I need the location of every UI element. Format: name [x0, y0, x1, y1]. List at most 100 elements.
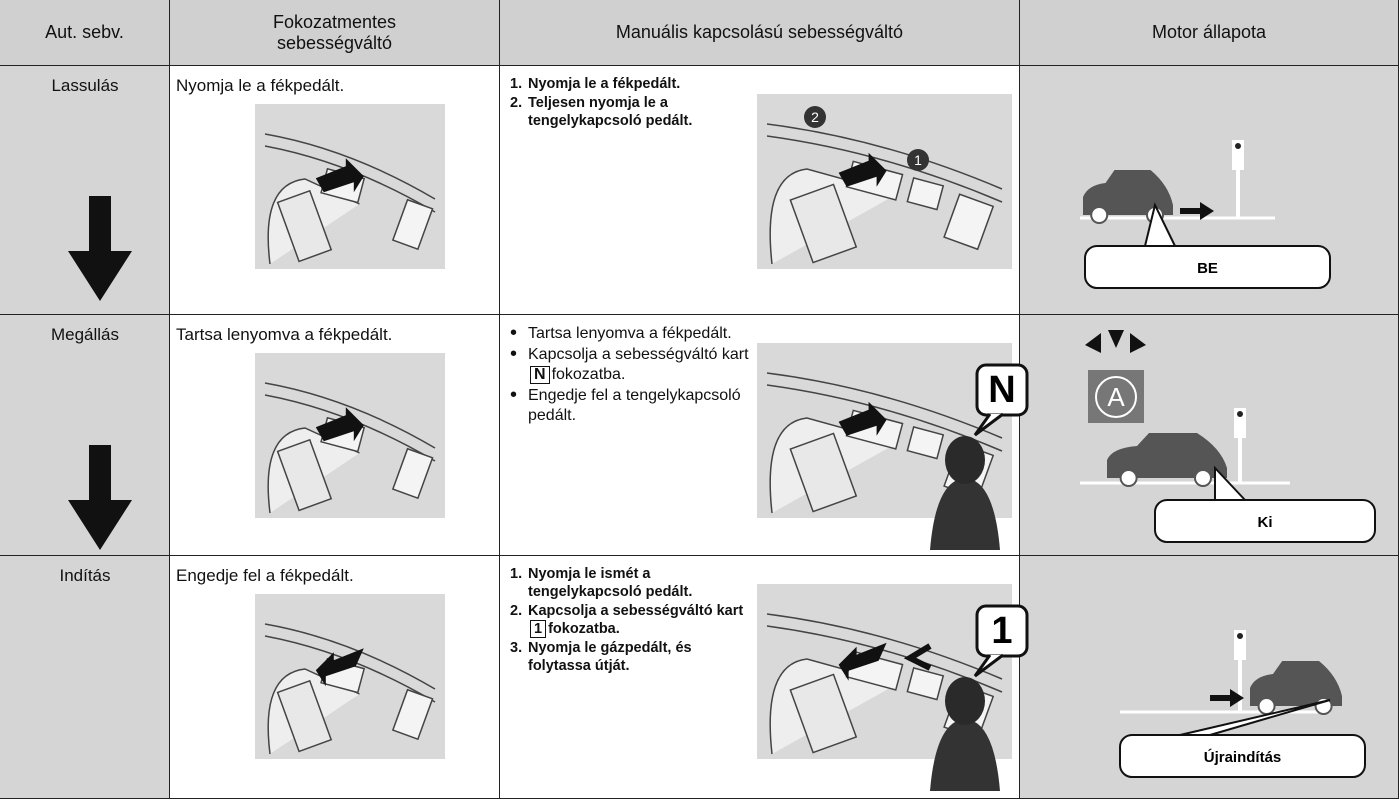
pedal-drawing — [766, 613, 1003, 755]
pedal-part — [391, 198, 434, 251]
step-badge — [804, 106, 826, 128]
item-body: Kapcsolja a sebességváltó kart — [528, 603, 744, 619]
wheel — [1090, 206, 1109, 224]
manual-list: 1. Nyomja le ismét a tengelykapcsoló pedá… — [510, 565, 750, 676]
pedal-part — [766, 613, 1003, 680]
cvt-cell — [170, 66, 500, 315]
speed-label: Indítás — [59, 566, 111, 585]
pedal-part — [264, 133, 436, 200]
pedal-part — [766, 372, 1003, 439]
item-body: Nyomja le a fékpedált. — [528, 76, 681, 92]
gear-label: 1 — [991, 610, 1012, 652]
arrow — [315, 158, 364, 193]
header-text: Manuális kapcsolású sebességváltó — [615, 22, 904, 42]
cvt-text: Engedje fel a fékpedált. — [176, 566, 354, 585]
manual-cell — [500, 66, 1020, 315]
speed-label: Megállás — [50, 325, 120, 344]
pedal-part — [906, 177, 945, 211]
manual-list: • Tartsa lenyomva a fékpedált. • Kapcsolja … — [510, 323, 750, 427]
header-cell: Fokozatmentes sebességváltó — [170, 0, 500, 66]
speed-label: Lassulás — [51, 76, 119, 95]
pedal-part — [391, 688, 434, 741]
indicator — [1108, 330, 1124, 348]
shift-knob — [945, 677, 985, 725]
item-body: Engedje fel a tengelykapcsoló pedált. — [528, 387, 741, 424]
callout-tail — [973, 412, 1004, 437]
auto-stop-ring — [1095, 376, 1137, 418]
pedal-part — [276, 189, 333, 263]
cvt-text: Nyomja le a fékpedált. — [176, 76, 345, 95]
bullet: • — [510, 384, 518, 406]
list-item: • Tartsa lenyomva a fékpedált. — [510, 323, 750, 344]
wheel — [1257, 697, 1276, 715]
item-marker: 2. — [510, 95, 523, 111]
car — [1250, 661, 1342, 706]
pedal-drawing — [766, 123, 1003, 265]
step-number: 2 — [811, 109, 819, 125]
signal-pole — [1238, 408, 1242, 483]
item-text: Nyomja le ismét a tengelykapcsoló pedált… — [528, 565, 750, 601]
pedal-part — [276, 679, 333, 753]
item-text: Kapcsolja a sebességváltó kart1 fokozatba… — [528, 602, 750, 638]
shift-knob — [945, 436, 985, 484]
callout-tail — [973, 653, 1004, 678]
auto-stop-icon — [1088, 370, 1144, 423]
signal — [1234, 408, 1246, 438]
pedal-part — [789, 432, 858, 513]
step-number: 1 — [914, 152, 922, 168]
callout-tail — [1144, 202, 1176, 247]
pedal-part — [906, 426, 945, 460]
bullet: • — [510, 343, 518, 365]
item-body: Nyomja le gázpedált, és folytassa útját. — [528, 640, 692, 674]
signal-lamp — [1237, 411, 1243, 417]
item-body: Teljesen nyomja le a tengelykapcsoló ped… — [528, 95, 693, 129]
pedal-part — [391, 447, 434, 500]
engine-state: Ki — [1258, 514, 1273, 531]
signal — [1234, 630, 1246, 660]
item-text: Engedje fel a tengelykapcsoló pedált. — [528, 386, 750, 426]
key-symbol: N — [530, 366, 550, 384]
arrow — [838, 152, 887, 187]
engine-state: BE — [1197, 260, 1218, 277]
manual-cell — [500, 315, 1020, 556]
gear-label: N — [988, 369, 1015, 411]
item-text: Tartsa lenyomva a fékpedált. — [528, 324, 732, 344]
shift-boot — [930, 721, 1000, 791]
arrow — [315, 648, 364, 687]
item-marker: 2. — [510, 603, 523, 619]
list-item: 2. Kapcsolja a sebességváltó kart1 fokozat… — [510, 602, 750, 638]
callout-box — [1119, 734, 1366, 778]
item-text: Teljesen nyomja le a tengelykapcsoló ped… — [528, 94, 750, 130]
arrow — [838, 401, 887, 436]
cvt-text: Tartsa lenyomva a fékpedált. — [176, 325, 393, 344]
item-text: Kapcsolja a sebességváltó kart N fokozatba… — [528, 345, 750, 385]
list-item: • Engedje fel a tengelykapcsoló pedált. — [510, 384, 750, 426]
item-marker: 3. — [510, 640, 523, 656]
pedal-part — [264, 382, 436, 449]
move-arrow — [1180, 202, 1214, 220]
wheel — [1194, 469, 1212, 487]
pedal-part — [766, 123, 1003, 190]
pedal-part — [943, 193, 995, 251]
item-marker: 1. — [510, 566, 523, 582]
item-body: Tartsa lenyomva a fékpedált. — [528, 325, 732, 342]
key-symbol: 1 — [530, 620, 547, 638]
pedal-part — [789, 183, 858, 264]
list-item: 2. Teljesen nyomja le a tengelykapcsoló p… — [510, 94, 750, 130]
wheel — [1119, 469, 1138, 487]
item-body: Kapcsolja a sebességváltó kart — [528, 346, 749, 363]
down-arrow — [68, 196, 132, 301]
header-text: Fokozatmentes sebességváltó — [272, 11, 397, 53]
manual-list: 1. Nyomja le a fékpedált. 2. Teljesen nyomj… — [510, 75, 750, 131]
arrow — [838, 642, 887, 681]
car — [1107, 433, 1227, 478]
header-text: Aut. sebv. — [45, 22, 124, 42]
header-cell: Aut. sebv. — [0, 0, 170, 66]
speed-cell — [0, 556, 170, 799]
callout-box — [1154, 499, 1376, 543]
header-cell: Manuális kapcsolású sebességváltó — [500, 0, 1020, 66]
callout-tail — [1214, 465, 1246, 501]
down-arrow — [68, 445, 132, 550]
